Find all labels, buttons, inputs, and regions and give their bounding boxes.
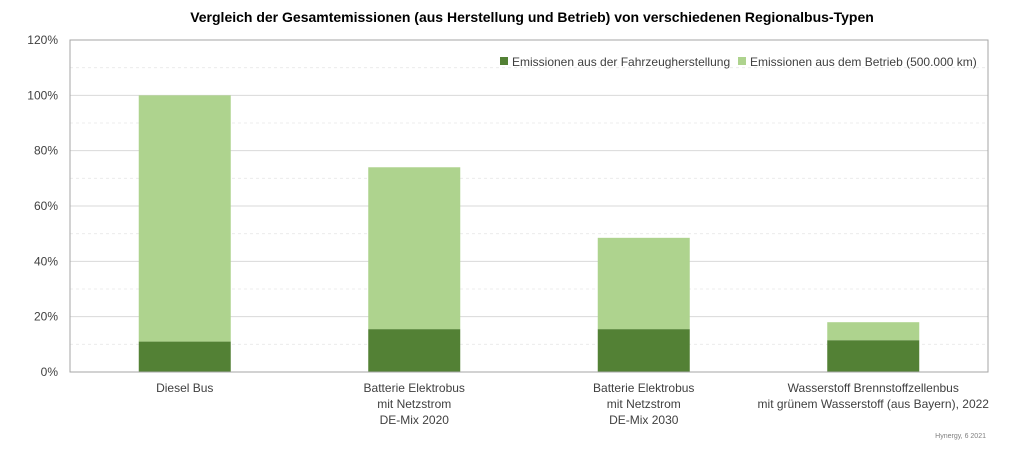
legend-swatch-manufacturing xyxy=(500,57,508,65)
legend-swatch-operation xyxy=(738,57,746,65)
x-tick-label: mit grünem Wasserstoff (aus Bayern), 202… xyxy=(758,397,990,411)
y-tick-label: 80% xyxy=(34,144,58,158)
bar-segment-operation xyxy=(368,167,461,330)
y-tick-label: 0% xyxy=(41,365,59,379)
x-tick-label: Diesel Bus xyxy=(156,381,213,395)
legend: Emissionen aus der Fahrzeugherstellung Em… xyxy=(500,55,977,69)
x-tick-label: Batterie Elektrobus xyxy=(364,381,465,395)
bar-segment-operation xyxy=(827,322,920,341)
legend-label-operation: Emissionen aus dem Betrieb (500.000 km) xyxy=(750,55,977,69)
y-tick-label: 60% xyxy=(34,199,58,213)
plot-frame xyxy=(69,39,989,373)
bar-segment-manufacturing xyxy=(597,329,690,372)
x-tick-label: Wasserstoff Brennstoffzellenbus xyxy=(788,381,959,395)
bar-segment-manufacturing xyxy=(368,329,461,372)
bar-segment-operation xyxy=(597,237,690,330)
y-tick-label: 40% xyxy=(34,254,58,268)
bar-segment-manufacturing xyxy=(827,340,920,372)
bar-segment-manufacturing xyxy=(138,341,231,372)
x-tick-label: mit Netzstrom xyxy=(377,397,451,411)
bars-layer xyxy=(138,95,920,372)
y-tick-label: 120% xyxy=(27,33,58,47)
bar-segment-operation xyxy=(138,95,231,342)
y-tick-label: 100% xyxy=(27,88,58,102)
x-tick-label: DE-Mix 2020 xyxy=(380,413,450,427)
footnote: Hynergy, 6 2021 xyxy=(935,433,986,440)
chart-title: Vergleich der Gesamtemissionen (aus Hers… xyxy=(190,9,874,25)
y-tick-label: 20% xyxy=(34,310,58,324)
x-tick-label: DE-Mix 2030 xyxy=(609,413,679,427)
axis-layer: 0% 20% 40% 60% 80% 100% 120% Diesel Bus Batterie… xyxy=(27,33,989,427)
x-tick-label: Batterie Elektrobus xyxy=(593,381,694,395)
legend-label-manufacturing: Emissionen aus der Fahrzeugherstellung xyxy=(512,55,730,69)
x-tick-label: mit Netzstrom xyxy=(607,397,681,411)
